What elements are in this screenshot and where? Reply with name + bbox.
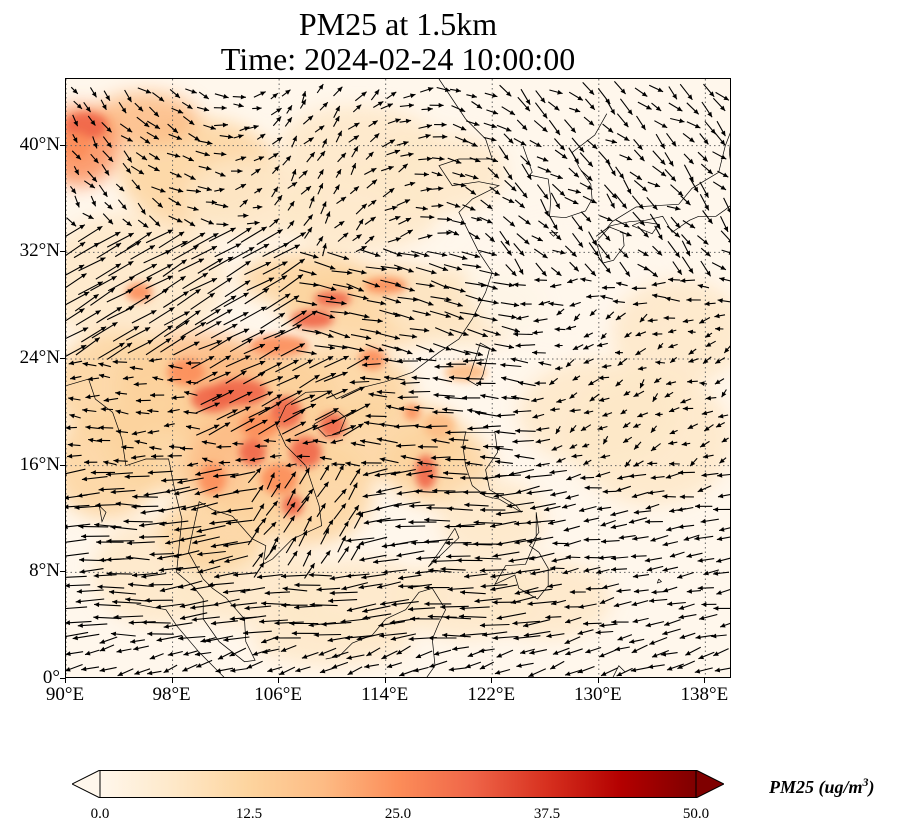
lat-tick-label: 0°: [42, 667, 60, 688]
lon-tick-label: 98°E: [152, 684, 191, 705]
colorbar-tick-label: 12.5: [235, 806, 263, 822]
lon-tick-label: 138°E: [680, 684, 729, 705]
lon-tick-label: 122°E: [467, 684, 516, 705]
lat-tick-mark: [60, 678, 65, 679]
colorbar-extend-low: [72, 770, 101, 798]
lon-tick-mark: [278, 678, 280, 683]
lat-tick-mark: [60, 144, 65, 146]
lon-tick-mark: [65, 678, 66, 683]
lat-tick-label: 8°N: [29, 560, 60, 582]
gridlines: [66, 79, 730, 677]
lon-tick-mark: [171, 678, 173, 683]
lon-tick-label: 106°E: [254, 684, 302, 705]
lat-tick-label: 16°N: [19, 453, 60, 475]
colorbar-tick-label: 25.0: [384, 806, 412, 822]
map-panel[interactable]: [65, 78, 731, 678]
colorbar-tick-label: 37.5: [533, 806, 561, 822]
map-canvas: [66, 79, 730, 677]
lat-tick-label: 40°N: [19, 133, 60, 155]
lat-tick-label: 32°N: [19, 240, 60, 262]
lon-tick-mark: [491, 678, 493, 683]
lat-tick-label: 24°N: [19, 347, 60, 368]
lat-tick-mark: [60, 251, 65, 253]
lat-tick-mark: [60, 464, 65, 466]
lon-tick-label: 114°E: [361, 684, 409, 705]
lon-tick-mark: [704, 678, 706, 683]
lat-tick-mark: [60, 571, 65, 573]
lon-tick-label: 90°E: [45, 684, 85, 705]
lon-tick-mark: [384, 678, 386, 683]
colorbar-units-label: PM25 (ug/m3): [769, 775, 875, 797]
map-title: PM25 at 1.5km: [298, 6, 498, 42]
lat-tick-mark: [60, 358, 65, 359]
lon-tick-mark: [597, 678, 599, 683]
colorbar: [72, 770, 724, 798]
colorbar-extend-high: [695, 770, 724, 798]
wind-vectors: [66, 81, 730, 677]
colorbar-tick-label: 50.0: [682, 806, 710, 822]
colorbar-tick-label: 0.0: [90, 806, 110, 822]
lon-tick-label: 130°E: [573, 684, 622, 705]
colorbar-gradient: [99, 770, 697, 798]
map-time-subtitle: Time: 2024-02-24 10:00:00: [220, 41, 576, 77]
